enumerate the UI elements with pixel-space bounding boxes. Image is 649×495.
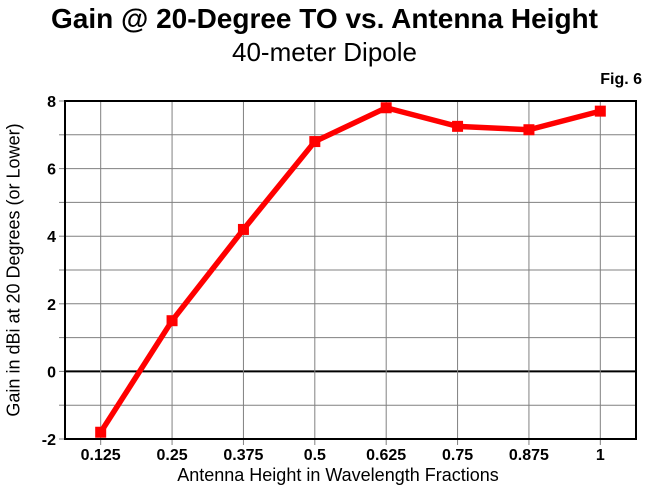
chart-title: Gain @ 20-Degree TO vs. Antenna Height bbox=[51, 3, 598, 34]
x-tick-label: 0.25 bbox=[156, 447, 187, 464]
data-line bbox=[98, 104, 602, 434]
x-tick-label: 0.5 bbox=[304, 447, 326, 464]
y-tick-label: -2 bbox=[42, 432, 56, 449]
x-tick-label: 1 bbox=[596, 447, 605, 464]
x-tick-label: 0.875 bbox=[509, 447, 549, 464]
y-tick-label: 4 bbox=[47, 229, 56, 246]
data-point-marker bbox=[452, 120, 464, 132]
data-point-marker bbox=[95, 426, 107, 438]
y-tick-label: 0 bbox=[47, 364, 56, 381]
data-point-marker bbox=[237, 223, 249, 235]
data-point-marker bbox=[166, 315, 178, 327]
y-axis-title: Gain in dBi at 20 Degrees (or Lower) bbox=[3, 123, 24, 417]
y-tick-label: 2 bbox=[47, 297, 56, 314]
x-axis-title: Antenna Height in Wavelength Fractions bbox=[177, 465, 499, 485]
y-tick-label: 8 bbox=[47, 94, 56, 111]
figure-label: Fig. 6 bbox=[600, 71, 642, 88]
gridlines bbox=[59, 100, 636, 445]
x-tick-label: 0.625 bbox=[366, 447, 406, 464]
y-tick-label: 6 bbox=[47, 162, 56, 179]
data-point-marker bbox=[594, 105, 606, 117]
x-tick-label: 0.125 bbox=[81, 447, 121, 464]
x-tick-label: 0.75 bbox=[442, 447, 473, 464]
data-point-marker bbox=[523, 124, 535, 136]
axis-tick-labels: -2 0 2 4 6 8 0.125 0.25 0.375 0.5 0.625 0.75 0.875 1 bbox=[42, 94, 605, 464]
data-markers bbox=[95, 102, 606, 438]
data-point-marker bbox=[309, 136, 321, 148]
data-point-marker bbox=[380, 102, 392, 114]
chart-subtitle: 40-meter Dipole bbox=[232, 37, 417, 67]
plot-border bbox=[64, 100, 637, 440]
x-tick-label: 0.375 bbox=[223, 447, 263, 464]
